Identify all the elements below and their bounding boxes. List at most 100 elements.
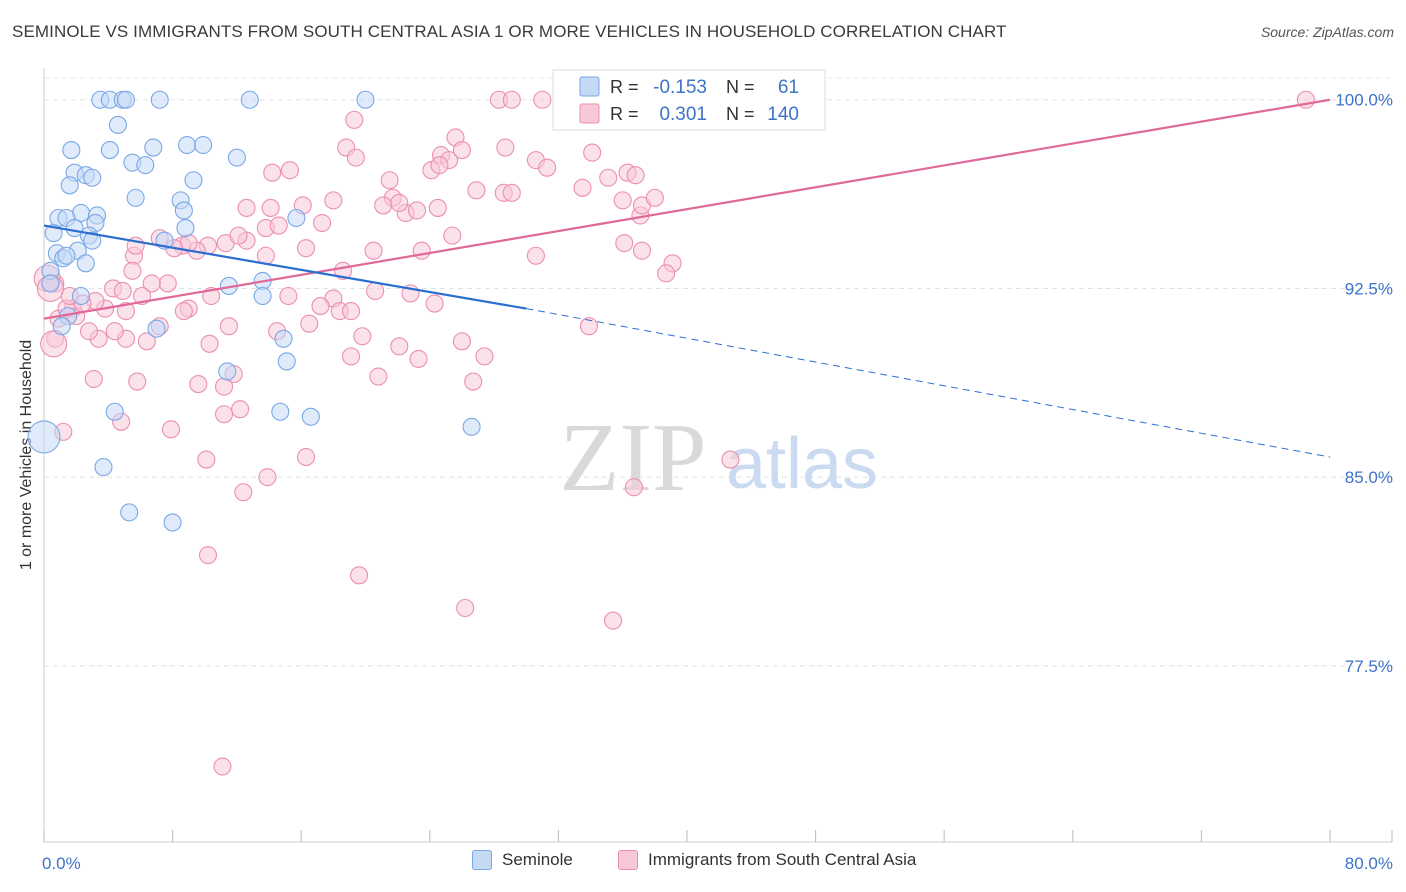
point-immigrants-10	[346, 148, 365, 167]
point-immigrants-70	[366, 281, 385, 301]
y-tick-label-0: 100.0%	[1335, 91, 1393, 110]
point-seminole-60	[163, 513, 182, 532]
point-immigrants-90	[353, 327, 372, 346]
point-immigrants-118	[213, 757, 232, 776]
trend-seminole	[43, 224, 527, 310]
point-immigrants-24	[261, 198, 280, 217]
point-immigrants-123	[269, 216, 288, 235]
point-immigrants-59	[123, 261, 142, 280]
point-immigrants-125	[229, 226, 248, 245]
watermark: ZIP atlas	[560, 404, 879, 512]
point-immigrants-120	[452, 141, 472, 160]
point-seminole-29	[287, 208, 306, 228]
point-immigrants-121	[496, 138, 515, 157]
point-seminole-13	[227, 148, 246, 167]
point-immigrants-87	[40, 330, 68, 358]
bottom-legend: Seminole Immigrants from South Central A…	[0, 850, 1406, 880]
point-immigrants-93	[341, 347, 361, 366]
point-immigrants-2	[533, 90, 552, 109]
point-immigrants-34	[237, 198, 256, 217]
point-immigrants-124	[313, 213, 332, 233]
point-immigrants-15	[430, 156, 449, 175]
trend-immigrants	[43, 98, 1331, 320]
point-immigrants-119	[380, 171, 399, 190]
point-seminole-48	[52, 317, 71, 336]
watermark-atlas: atlas	[726, 424, 878, 504]
point-seminole-44	[41, 274, 60, 293]
axis-layer	[43, 68, 1393, 843]
point-immigrants-27	[645, 188, 664, 207]
point-seminole-45	[71, 286, 91, 306]
point-immigrants-111	[234, 483, 253, 502]
point-seminole-19	[184, 171, 203, 190]
point-seminole-18	[83, 168, 102, 187]
point-seminole-57	[27, 420, 61, 454]
point-seminole-5	[240, 90, 259, 109]
point-immigrants-110	[258, 468, 277, 487]
point-immigrants-104	[214, 405, 234, 424]
point-seminole-12	[194, 135, 213, 155]
point-immigrants-17	[626, 166, 645, 185]
legend-swatch-immigrants	[618, 850, 638, 870]
point-immigrants-95	[452, 332, 472, 351]
point-immigrants-53	[526, 246, 545, 265]
legend-n-label-2: N =	[726, 104, 755, 124]
point-immigrants-137	[116, 302, 136, 321]
point-seminole-56	[462, 417, 481, 436]
point-seminole-11	[178, 135, 197, 155]
point-immigrants-139	[599, 168, 618, 187]
legend-n-value-1: 61	[778, 77, 799, 98]
point-immigrants-78	[219, 317, 238, 336]
point-immigrants-35	[407, 201, 426, 220]
point-immigrants-36	[538, 158, 557, 177]
point-immigrants-94	[475, 347, 494, 366]
legend-swatch-seminole	[472, 850, 492, 870]
point-immigrants-115	[350, 566, 369, 585]
point-immigrants-18	[573, 178, 592, 197]
point-immigrants-20	[502, 183, 521, 202]
point-immigrants-84	[105, 322, 124, 341]
point-immigrants-32	[390, 193, 409, 212]
legend-n-label-1: N =	[726, 77, 755, 97]
point-seminole-34	[83, 231, 102, 250]
point-immigrants-57	[657, 264, 676, 283]
point-immigrants-51	[364, 241, 383, 260]
point-immigrants-55	[632, 241, 652, 260]
point-immigrants-103	[231, 400, 250, 419]
point-immigrants-7	[345, 110, 364, 129]
point-seminole-59	[120, 503, 139, 522]
point-seminole-9	[100, 141, 119, 160]
point-seminole-24	[174, 201, 193, 220]
point-immigrants-71	[425, 294, 444, 313]
point-immigrants-136	[174, 302, 193, 321]
point-immigrants-54	[615, 234, 634, 253]
point-seminole-39	[57, 246, 76, 265]
point-seminole-51	[277, 352, 296, 371]
point-seminole-7	[108, 115, 127, 134]
point-seminole-52	[218, 362, 237, 381]
point-immigrants-101	[84, 369, 103, 389]
point-seminole-54	[271, 402, 290, 421]
point-immigrants-60	[158, 274, 177, 293]
point-immigrants-83	[200, 334, 219, 353]
point-immigrants-82	[137, 332, 156, 351]
point-immigrants-99	[189, 375, 208, 394]
y-tick-label-2: 85.0%	[1345, 468, 1393, 487]
point-immigrants-97	[464, 372, 483, 391]
point-seminole-55	[301, 407, 320, 426]
point-immigrants-40	[443, 226, 462, 245]
point-immigrants-109	[296, 447, 316, 467]
point-seminole-10	[144, 138, 163, 157]
legend-n-value-2: 140	[767, 104, 799, 125]
point-immigrants-106	[161, 420, 181, 439]
legend-swatch-seminole	[579, 76, 600, 97]
legend-swatch-immigrants	[579, 103, 600, 124]
point-immigrants-138	[579, 317, 598, 336]
point-immigrants-96	[369, 367, 388, 386]
legend-item-seminole[interactable]: Seminole	[472, 850, 573, 870]
point-immigrants-108	[197, 450, 216, 469]
legend-item-immigrants[interactable]: Immigrants from South Central Asia	[618, 850, 916, 870]
legend-label-immigrants: Immigrants from South Central Asia	[648, 850, 917, 869]
point-immigrants-29	[428, 198, 447, 217]
